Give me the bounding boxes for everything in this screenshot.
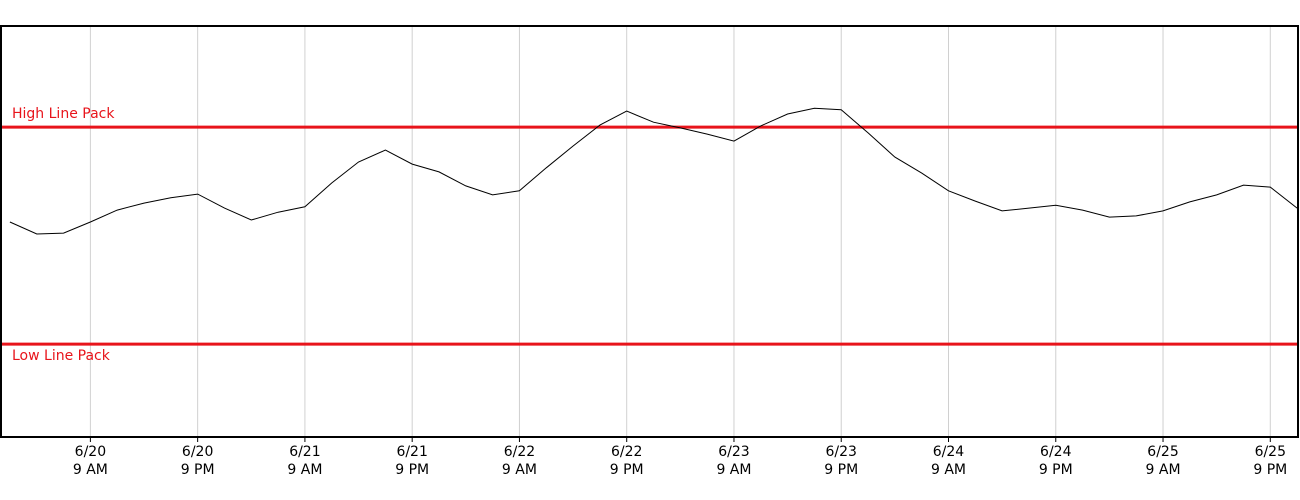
reference-label: High Line Pack [12, 106, 115, 122]
x-tick-label: 6/24 [1040, 444, 1072, 460]
x-tick-label: 9 AM [287, 462, 322, 478]
x-tick-label: 9 PM [1039, 462, 1073, 478]
x-tick-label: 6/22 [504, 444, 535, 460]
x-tick-label: 9 AM [502, 462, 537, 478]
x-tick-label: 6/23 [826, 444, 857, 460]
x-tick-label: 6/20 [75, 444, 106, 460]
x-tick-label: 9 PM [824, 462, 858, 478]
x-tick-label: 9 AM [73, 462, 108, 478]
x-tick-label: 6/20 [182, 444, 213, 460]
x-tick-label: 6/21 [396, 444, 427, 460]
x-tick-label: 9 PM [1253, 462, 1287, 478]
x-tick-label: 6/22 [611, 444, 642, 460]
x-tick-label: 9 AM [931, 462, 966, 478]
plot-border [0, 25, 1299, 438]
x-tick-label: 9 PM [181, 462, 215, 478]
x-tick-label: 6/25 [1255, 444, 1286, 460]
x-tick-label: 6/24 [933, 444, 965, 460]
plot-background [1, 26, 1298, 437]
x-tick-label: 9 PM [395, 462, 429, 478]
x-tick-label: 6/21 [289, 444, 320, 460]
x-tick-label: 6/23 [718, 444, 749, 460]
reference-label: Low Line Pack [12, 348, 111, 364]
x-tick-label: 9 AM [1146, 462, 1181, 478]
data-line [9, 107, 1298, 235]
x-tick-label: 6/25 [1147, 444, 1178, 460]
x-tick-label: 9 PM [610, 462, 644, 478]
x-tick-label: 9 AM [716, 462, 751, 478]
